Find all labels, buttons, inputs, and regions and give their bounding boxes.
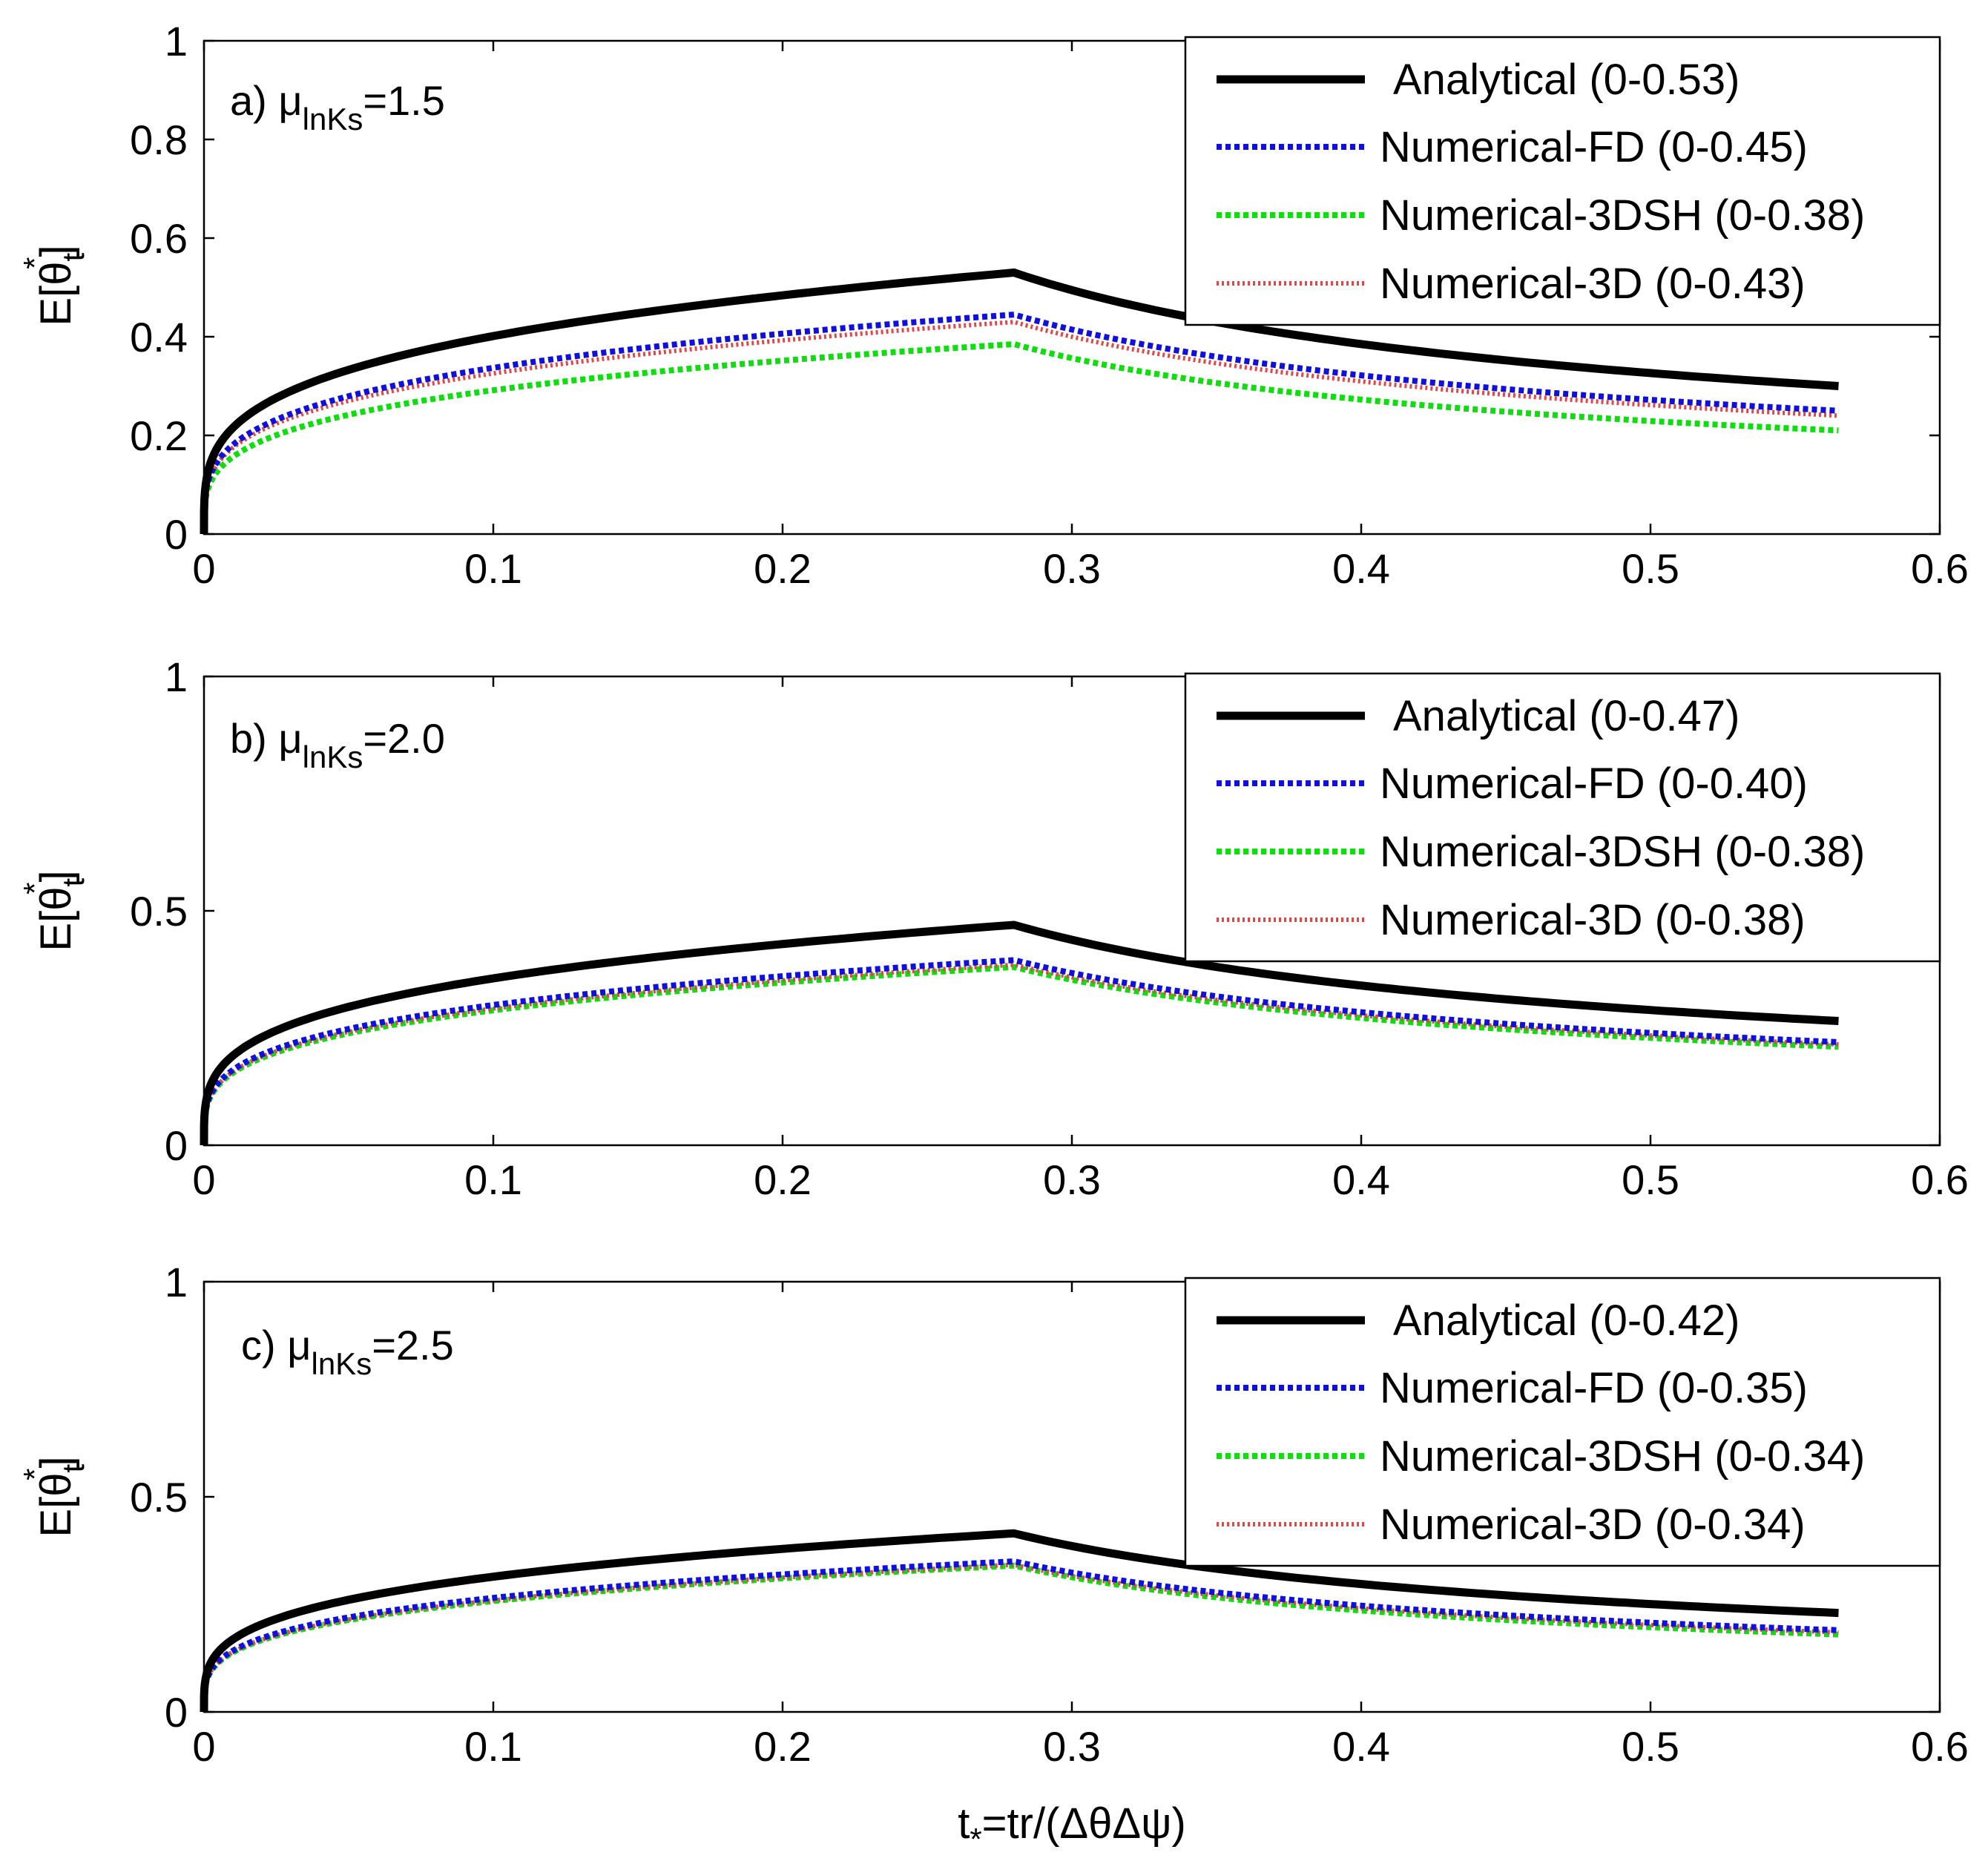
panel-b-line-analytical (200, 920, 1839, 1146)
panel-c-y-tick-labels: 0 0.5 1 (130, 1259, 188, 1736)
panel-a-y-tick-labels: 0 0.2 0.4 0.6 0.8 1 (130, 18, 188, 558)
panel-b-y-axis-label: E[θt*] (17, 870, 90, 951)
panel-c-y-tick-label: 1 (165, 1259, 188, 1305)
panel-b-legend-box (1184, 672, 1941, 963)
legend-entry-analytical: Analytical (0-0.47) (1393, 692, 1740, 740)
panel-a-y-tick-label: 0.8 (130, 116, 188, 163)
panel-c-y-tick-label: 0 (165, 1689, 188, 1736)
panel-b-x-tick-labels: 0 0.1 0.2 0.3 0.4 0.5 0.6 (192, 1156, 1969, 1203)
panel-c-legend-box (1184, 1277, 1941, 1567)
panel-a-x-tick-label: 0.6 (1911, 545, 1969, 592)
legend-entry-numerical-3dsh: Numerical-3DSH (0-0.34) (1380, 1432, 1865, 1480)
panel-b-x-tick-label: 0.3 (1043, 1156, 1101, 1203)
panel-a-label: a) μlnKs=1.5 (230, 77, 445, 136)
legend-entry-numerical-fd: Numerical-FD (0-0.40) (1380, 760, 1808, 808)
panel-a-y-axis-label: E[θt*] (17, 245, 90, 326)
panel-a-y-tick-label: 0.6 (130, 215, 188, 262)
panel-b-line-numerical-3d (202, 962, 1839, 1146)
panel-b-line-numerical-fd (201, 957, 1839, 1146)
panel-a-x-tick-label: 0.4 (1332, 545, 1390, 592)
panel-c-x-tick-label: 0 (192, 1723, 215, 1770)
panel-a-line-numerical-3dsh (201, 341, 1839, 535)
panel-b-x-tick-label: 0.4 (1332, 1156, 1390, 1203)
panel-a: 0 0.1 0.2 0.3 0.4 0.5 0.6 0 0.2 0.4 0.6 … (17, 18, 1969, 592)
panel-c-x-tick-label: 0.6 (1911, 1723, 1969, 1770)
panel-a-y-tick-label: 1 (165, 18, 188, 65)
panel-c-line-numerical-fd (201, 1558, 1839, 1713)
panel-c-y-axis-label: E[θt*] (17, 1456, 90, 1537)
legend-entry-numerical-3d: Numerical-3D (0-0.34) (1380, 1501, 1806, 1549)
legend-entry-numerical-3d: Numerical-3D (0-0.43) (1380, 260, 1806, 308)
panel-a-x-tick-label: 0.1 (464, 545, 522, 592)
panel-c-y-tick-label: 0.5 (130, 1474, 188, 1521)
panel-a-legend-box (1184, 36, 1941, 326)
panel-a-series (200, 269, 1839, 535)
panel-a-x-tick-label: 0.5 (1622, 545, 1679, 592)
legend-entry-numerical-fd: Numerical-FD (0-0.45) (1380, 123, 1808, 171)
panel-a-line-numerical-3d (202, 320, 1839, 535)
panel-b-series (200, 920, 1839, 1146)
panel-b-x-tick-label: 0 (192, 1156, 215, 1203)
panel-b-y-tick-label: 1 (165, 653, 188, 700)
panel-a-line-analytical (200, 269, 1839, 535)
panel-a-legend: Analytical (0-0.53) Numerical-FD (0-0.45… (1184, 36, 1941, 326)
panel-b-x-tick-label: 0.1 (464, 1156, 522, 1203)
panel-b-legend: Analytical (0-0.47) Numerical-FD (0-0.40… (1184, 672, 1941, 963)
panel-b-y-tick-label: 0.5 (130, 888, 188, 935)
panel-c: 0 0.1 0.2 0.3 0.4 0.5 0.6 0 0.5 1 c) μln… (17, 1259, 1969, 1770)
panel-a-x-tick-label: 0.2 (754, 545, 812, 592)
panel-a-y-tick-label: 0 (165, 511, 188, 558)
panel-b-y-tick-label: 0 (165, 1122, 188, 1169)
panel-b-x-tick-label: 0.6 (1911, 1156, 1969, 1203)
panel-c-x-tick-labels: 0 0.1 0.2 0.3 0.4 0.5 0.6 (192, 1723, 1969, 1770)
panel-c-label: c) μlnKs=2.5 (241, 1322, 454, 1381)
panel-b-y-tick-labels: 0 0.5 1 (130, 653, 188, 1169)
panel-a-x-tick-label: 0 (192, 545, 215, 592)
panel-a-y-tick-label: 0.4 (130, 314, 188, 360)
legend-entry-analytical: Analytical (0-0.42) (1393, 1297, 1740, 1345)
panel-c-x-tick-label: 0.2 (754, 1723, 812, 1770)
legend-entry-numerical-fd: Numerical-FD (0-0.35) (1380, 1364, 1808, 1412)
panel-a-line-numerical-fd (201, 312, 1839, 535)
legend-entry-numerical-3dsh: Numerical-3DSH (0-0.38) (1380, 828, 1865, 876)
panel-c-series (200, 1529, 1839, 1713)
panel-a-y-tick-label: 0.2 (130, 412, 188, 459)
legend-entry-numerical-3dsh: Numerical-3DSH (0-0.38) (1380, 191, 1865, 240)
panel-b-label: b) μlnKs=2.0 (230, 715, 445, 774)
panel-b-x-tick-label: 0.5 (1622, 1156, 1679, 1203)
panel-b-x-tick-label: 0.2 (754, 1156, 812, 1203)
panel-c-x-tick-label: 0.4 (1332, 1723, 1390, 1770)
panel-c-x-tick-label: 0.5 (1622, 1723, 1679, 1770)
panel-a-x-tick-label: 0.3 (1043, 545, 1101, 592)
legend-entry-numerical-3d: Numerical-3D (0-0.38) (1380, 896, 1806, 944)
x-axis-label: t*=tr/(ΔθΔψ) (958, 1799, 1186, 1857)
legend-entry-analytical: Analytical (0-0.53) (1393, 56, 1740, 104)
panel-a-x-tick-labels: 0 0.1 0.2 0.3 0.4 0.5 0.6 (192, 545, 1969, 592)
panel-c-line-analytical (200, 1529, 1839, 1713)
panel-c-x-tick-label: 0.3 (1043, 1723, 1101, 1770)
panel-c-x-tick-label: 0.1 (464, 1723, 522, 1770)
panel-b: 0 0.1 0.2 0.3 0.4 0.5 0.6 0 0.5 1 b) μln… (17, 653, 1969, 1203)
panel-c-legend: Analytical (0-0.42) Numerical-FD (0-0.35… (1184, 1277, 1941, 1567)
